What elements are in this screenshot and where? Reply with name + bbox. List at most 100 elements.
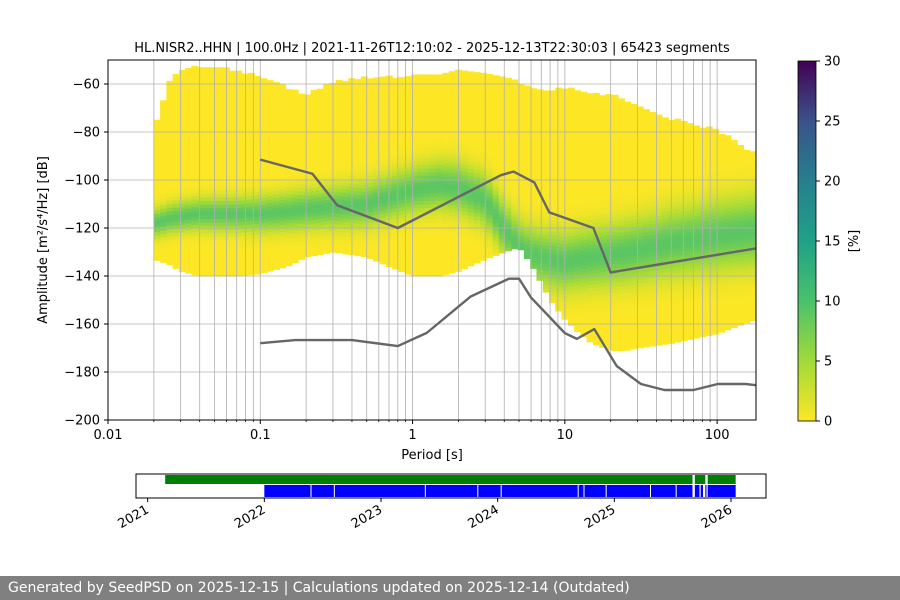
psd-density-cell bbox=[599, 120, 607, 125]
psd-density-cell bbox=[229, 175, 236, 180]
psd-density-cell bbox=[467, 218, 475, 224]
psd-density-cell bbox=[699, 127, 707, 133]
psd-density-cell bbox=[461, 146, 469, 151]
psd-density-cell bbox=[636, 153, 644, 158]
psd-density-cell bbox=[624, 324, 632, 330]
psd-density-cell bbox=[304, 249, 312, 254]
psd-density-cell bbox=[379, 170, 387, 175]
psd-density-cell bbox=[586, 140, 594, 145]
psd-density-cell bbox=[712, 301, 719, 306]
psd-density-cell bbox=[549, 277, 556, 282]
psd-density-cell bbox=[618, 163, 625, 168]
psd-density-cell bbox=[178, 264, 186, 269]
psd-density-cell bbox=[542, 216, 550, 221]
psd-density-cell bbox=[624, 141, 632, 146]
psd-density-cell bbox=[649, 237, 657, 243]
psd-density-cell bbox=[448, 258, 456, 263]
psd-density-cell bbox=[586, 262, 594, 267]
psd-density-cell bbox=[674, 248, 682, 253]
psd-density-cell bbox=[693, 161, 701, 166]
psd-density-cell bbox=[674, 226, 682, 231]
psd-density-cell bbox=[574, 284, 581, 289]
psd-density-cell bbox=[592, 262, 600, 267]
psd-density-cell bbox=[423, 168, 431, 173]
psd-density-cell bbox=[185, 139, 193, 145]
psd-density-cell bbox=[166, 253, 174, 258]
psd-density-cell bbox=[254, 216, 262, 221]
psd-density-cell bbox=[210, 236, 218, 241]
psd-density-cell bbox=[285, 240, 293, 245]
psd-density-cell bbox=[204, 261, 211, 266]
psd-density-cell bbox=[542, 234, 550, 239]
psd-density-cell bbox=[599, 282, 607, 287]
psd-density-cell bbox=[436, 139, 443, 144]
psd-density-cell bbox=[360, 83, 368, 88]
psd-density-cell bbox=[680, 290, 688, 295]
psd-density-cell bbox=[630, 269, 638, 274]
psd-density-cell bbox=[705, 295, 713, 300]
psd-density-cell bbox=[661, 189, 669, 194]
psd-density-cell bbox=[210, 243, 218, 248]
psd-density-cell bbox=[241, 257, 249, 262]
psd-density-cell bbox=[461, 164, 469, 169]
psd-density-cell bbox=[210, 135, 218, 140]
psd-density-cell bbox=[674, 244, 682, 249]
psd-density-cell bbox=[574, 126, 581, 131]
psd-density-cell bbox=[586, 129, 594, 134]
psd-density-cell bbox=[417, 218, 425, 223]
psd-density-cell bbox=[392, 254, 400, 259]
psd-density-cell bbox=[247, 245, 255, 250]
psd-density-cell bbox=[247, 134, 255, 139]
psd-density-cell bbox=[436, 157, 443, 162]
psd-density-cell bbox=[379, 249, 387, 254]
psd-density-cell bbox=[661, 120, 669, 126]
psd-density-cell bbox=[473, 165, 481, 170]
psd-density-cell bbox=[392, 171, 400, 176]
psd-density-cell bbox=[153, 177, 161, 182]
psd-density-cell bbox=[260, 207, 268, 213]
psd-density-cell bbox=[674, 147, 682, 152]
psd-density-cell bbox=[492, 230, 500, 235]
psd-density-cell bbox=[636, 232, 644, 237]
psd-density-cell bbox=[542, 119, 550, 124]
psd-density-cell bbox=[473, 169, 481, 174]
psd-density-cell bbox=[492, 240, 500, 246]
psd-density-cell bbox=[636, 138, 644, 144]
psd-density-cell bbox=[398, 199, 406, 204]
psd-density-cell bbox=[398, 264, 406, 269]
psd-density-cell bbox=[592, 154, 600, 159]
psd-density-cell bbox=[160, 157, 167, 163]
psd-density-cell bbox=[467, 125, 475, 130]
psd-density-cell bbox=[523, 215, 531, 220]
psd-density-cell bbox=[404, 263, 412, 268]
psd-density-cell bbox=[323, 231, 331, 236]
psd-density-cell bbox=[498, 119, 506, 124]
psd-density-cell bbox=[636, 318, 644, 324]
psd-density-cell bbox=[586, 201, 594, 206]
psd-density-cell bbox=[172, 156, 180, 161]
psd-density-cell bbox=[592, 218, 600, 224]
psd-density-cell bbox=[517, 123, 525, 128]
psd-density-cell bbox=[605, 227, 613, 232]
psd-density-cell bbox=[574, 306, 581, 311]
psd-density-cell bbox=[436, 146, 443, 151]
psd-density-cell bbox=[643, 155, 650, 161]
psd-density-cell bbox=[705, 205, 713, 210]
psd-density-cell bbox=[335, 198, 343, 204]
psd-density-cell bbox=[298, 226, 305, 232]
psd-density-cell bbox=[517, 112, 525, 118]
psd-density-cell bbox=[291, 172, 299, 177]
psd-density-cell bbox=[273, 247, 280, 252]
psd-density-cell bbox=[480, 170, 487, 175]
psd-density-cell bbox=[555, 210, 563, 215]
psd-density-cell bbox=[166, 80, 174, 86]
psd-density-cell bbox=[611, 102, 619, 107]
psd-density-cell bbox=[693, 168, 701, 173]
psd-density-cell bbox=[643, 310, 650, 315]
psd-density-cell bbox=[536, 247, 544, 252]
psd-density-cell bbox=[398, 120, 406, 125]
psd-density-cell bbox=[398, 102, 406, 107]
psd-density-cell bbox=[643, 134, 650, 139]
psd-density-cell bbox=[549, 241, 556, 246]
